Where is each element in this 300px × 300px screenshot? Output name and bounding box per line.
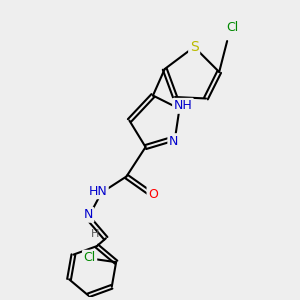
Text: Cl: Cl	[83, 251, 96, 264]
Text: NH: NH	[174, 99, 192, 112]
Text: N: N	[83, 208, 93, 221]
Text: N: N	[169, 135, 178, 148]
Text: Cl: Cl	[226, 21, 238, 34]
Text: HN: HN	[88, 185, 107, 198]
Text: H: H	[91, 229, 100, 239]
Text: O: O	[148, 188, 158, 201]
Text: S: S	[190, 40, 199, 54]
